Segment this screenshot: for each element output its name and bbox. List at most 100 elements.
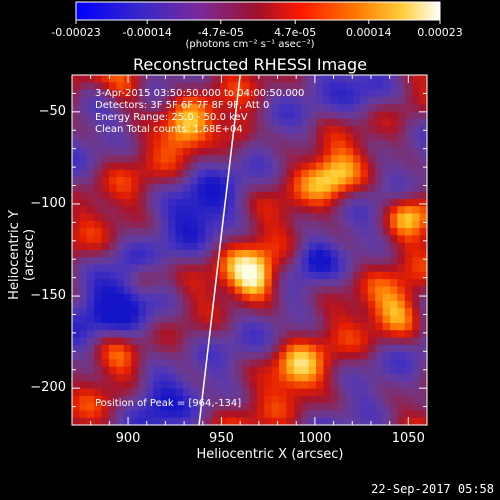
heatmap-cell	[390, 250, 399, 258]
heatmap-cell	[375, 322, 384, 331]
heatmap-cell	[145, 352, 154, 360]
heatmap-cell	[123, 191, 132, 200]
heatmap-cell	[190, 133, 199, 142]
heatmap-cell	[323, 235, 332, 244]
heatmap-cell	[286, 104, 295, 113]
heatmap-cell	[153, 250, 162, 258]
heatmap-cell	[153, 257, 162, 266]
heatmap-cell	[168, 286, 177, 295]
heatmap-cell	[286, 220, 295, 229]
heatmap-cell	[279, 373, 288, 382]
heatmap-cell	[123, 330, 132, 339]
heatmap-cell	[79, 191, 88, 200]
heatmap-cell	[79, 279, 88, 288]
heatmap-cell	[145, 315, 154, 324]
heatmap-cell	[301, 279, 310, 288]
heatmap-cell	[375, 403, 384, 412]
heatmap-cell	[353, 388, 362, 397]
heatmap-cell	[256, 366, 265, 375]
heatmap-cell	[382, 184, 391, 193]
heatmap-cell	[153, 417, 162, 426]
heatmap-cell	[212, 213, 221, 222]
heatmap-cell	[145, 104, 154, 113]
heatmap-cell	[256, 388, 265, 397]
heatmap-cell	[123, 184, 132, 193]
heatmap-cell	[279, 220, 288, 229]
heatmap-cell	[227, 388, 236, 397]
heatmap-cell	[397, 308, 406, 317]
heatmap-cell	[108, 104, 117, 113]
heatmap-cell	[293, 271, 302, 280]
heatmap-cell	[375, 198, 384, 207]
heatmap-cell	[116, 140, 125, 149]
heatmap-cell	[219, 293, 228, 302]
heatmap-cell	[182, 140, 191, 149]
heatmap-cell	[308, 293, 317, 302]
heatmap-cell	[131, 133, 140, 142]
heatmap-cell	[360, 410, 369, 419]
heatmap-cell	[308, 417, 317, 426]
heatmap-cell	[367, 235, 376, 244]
heatmap-cell	[330, 315, 339, 324]
heatmap-cell	[338, 140, 347, 149]
heatmap-cell	[382, 337, 391, 346]
heatmap-cell	[367, 388, 376, 397]
heatmap-cell	[72, 133, 80, 142]
heatmap-cell	[264, 410, 273, 419]
heatmap-cell	[72, 213, 80, 222]
heatmap-cell	[205, 82, 214, 91]
heatmap-cell	[286, 177, 295, 185]
heatmap-cell	[79, 169, 88, 178]
heatmap-cell	[94, 147, 103, 156]
heatmap-cell	[197, 111, 206, 120]
heatmap-cell	[323, 352, 332, 360]
heatmap-cell	[301, 118, 310, 127]
heatmap-cell	[190, 228, 199, 237]
heatmap-cell	[72, 242, 80, 251]
heatmap-cell	[86, 337, 95, 346]
heatmap-cell	[404, 352, 413, 360]
heatmap-cell	[212, 140, 221, 149]
heatmap-cell	[404, 104, 413, 113]
heatmap-cell	[197, 82, 206, 91]
heatmap-cell	[293, 96, 302, 105]
heatmap-cell	[234, 213, 243, 222]
heatmap-cell	[212, 242, 221, 251]
heatmap-cell	[256, 352, 265, 360]
heatmap-cell	[160, 133, 169, 142]
heatmap-cell	[375, 140, 384, 149]
heatmap-cell	[123, 279, 132, 288]
heatmap-cell	[219, 118, 228, 127]
heatmap-cell	[397, 352, 406, 360]
heatmap-cell	[397, 118, 406, 127]
heatmap-cell	[419, 293, 428, 302]
heatmap-cell	[279, 75, 288, 83]
heatmap-cell	[205, 301, 214, 309]
heatmap-cell	[271, 381, 280, 390]
heatmap-cell	[86, 89, 95, 98]
heatmap-cell	[404, 410, 413, 419]
heatmap-cell	[116, 191, 125, 200]
heatmap-cell	[227, 126, 236, 134]
heatmap-cell	[338, 388, 347, 397]
heatmap-cell	[367, 308, 376, 317]
heatmap-cell	[175, 308, 184, 317]
heatmap-cell	[101, 191, 110, 200]
heatmap-cell	[360, 206, 369, 215]
heatmap-cell	[286, 286, 295, 295]
heatmap-cell	[94, 301, 103, 309]
heatmap-cell	[390, 315, 399, 324]
heatmap-cell	[123, 220, 132, 229]
heatmap-cell	[271, 344, 280, 353]
heatmap-cell	[338, 184, 347, 193]
heatmap-cell	[330, 89, 339, 98]
heatmap-cell	[175, 257, 184, 266]
heatmap-cell	[353, 417, 362, 426]
heatmap-cell	[419, 352, 428, 360]
heatmap-cell	[145, 220, 154, 229]
heatmap-cell	[86, 235, 95, 244]
heatmap-cell	[323, 162, 332, 171]
heatmap-cell	[271, 220, 280, 229]
heatmap-cell	[86, 104, 95, 113]
heatmap-cell	[205, 242, 214, 251]
